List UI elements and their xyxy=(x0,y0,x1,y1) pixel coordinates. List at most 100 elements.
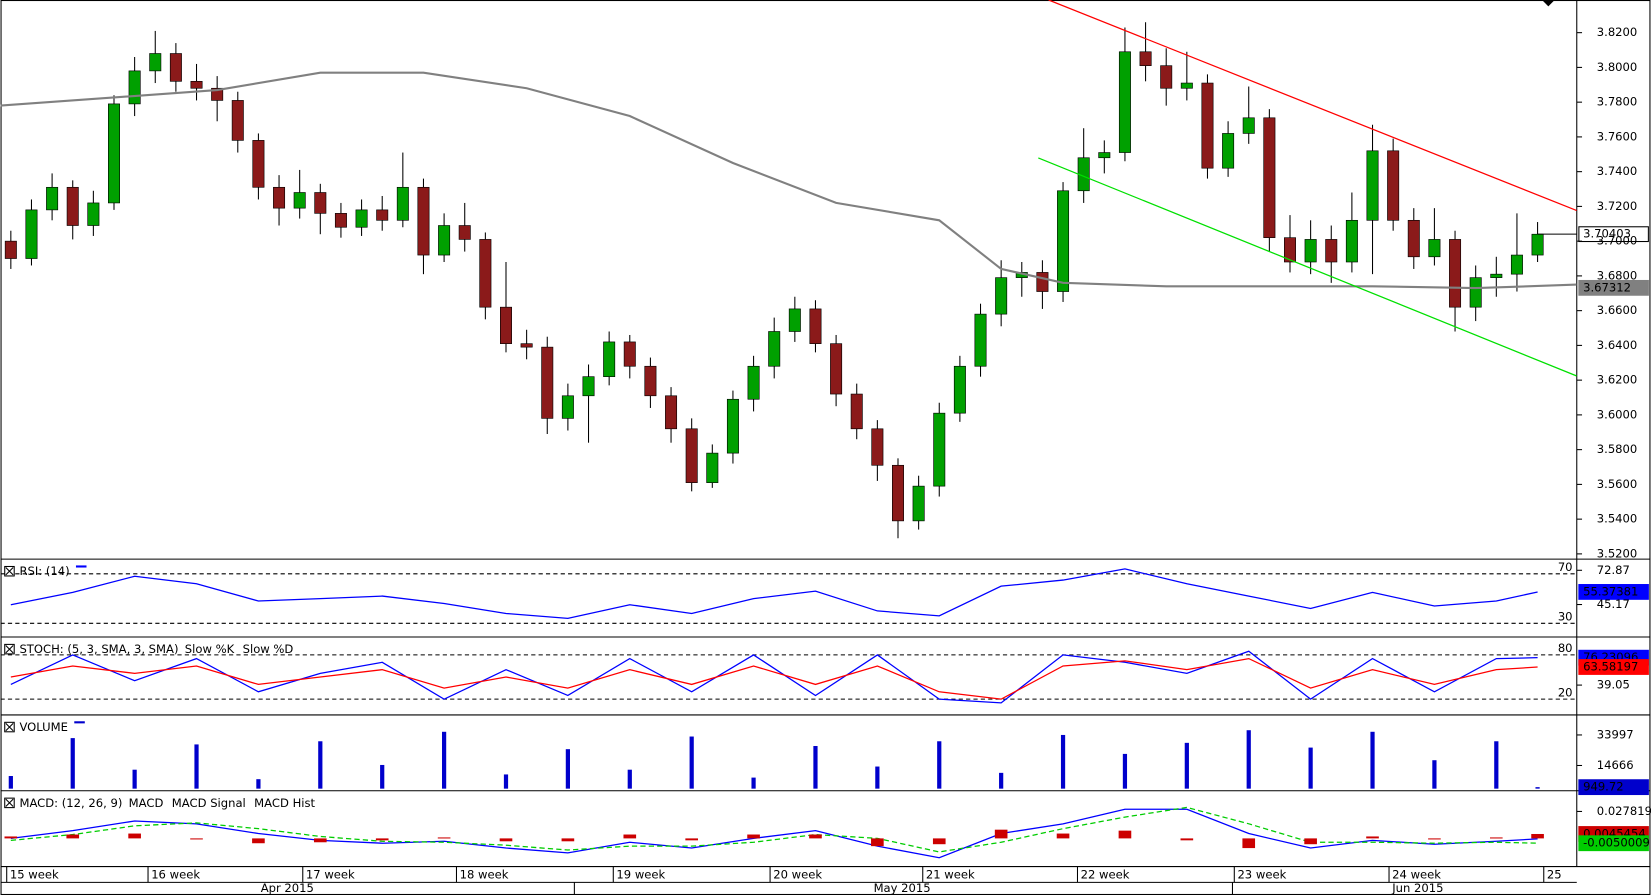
legend-entry: MACD Signal xyxy=(172,796,246,810)
candle-body xyxy=(25,209,38,259)
panel-title: RSI: (14) xyxy=(19,564,69,578)
y-tick-label: 3.5200 xyxy=(1597,546,1638,560)
volume-bar xyxy=(1122,753,1128,789)
candle-body xyxy=(912,485,925,522)
candle-body xyxy=(1510,254,1523,275)
legend-entry: Slow %D xyxy=(243,642,294,656)
candle-body xyxy=(541,346,554,419)
value-box xyxy=(1578,835,1649,852)
candle-body xyxy=(809,308,822,344)
level-label: 30 xyxy=(1558,609,1573,623)
month-label: Apr 2015 xyxy=(261,881,314,895)
candle-body xyxy=(231,100,244,141)
macd-hist xyxy=(1489,837,1503,839)
candle-body xyxy=(66,186,79,226)
legend-entry: MACD Hist xyxy=(254,796,315,810)
volume-bar xyxy=(1370,731,1375,789)
y-tick-label: 33997 xyxy=(1597,727,1634,741)
candle-body xyxy=(830,343,843,395)
value-label: 3.70403 xyxy=(1583,227,1631,241)
candle-body xyxy=(1263,117,1276,238)
x-tick-label: 23 week xyxy=(1237,867,1286,881)
candle-body xyxy=(211,87,224,101)
candle-body xyxy=(1098,152,1111,159)
month-label: Jun 2015 xyxy=(1391,881,1443,895)
y-tick-label: 3.6200 xyxy=(1597,373,1638,387)
x-tick-label: 15 week xyxy=(10,867,59,881)
macd-hist xyxy=(1056,833,1070,839)
candle-body xyxy=(1407,219,1420,258)
legend-entry: Slow %K xyxy=(185,642,235,656)
macd-hist xyxy=(685,838,698,841)
candle-body xyxy=(438,225,451,256)
moving-average xyxy=(0,71,1577,290)
macd-hist xyxy=(994,829,1008,839)
panel-title: STOCH: (5, 3, SMA, 3, SMA) xyxy=(19,642,178,656)
candle-body xyxy=(87,202,100,226)
candle-body xyxy=(396,186,409,221)
macd-hist xyxy=(128,833,141,839)
macd-hist xyxy=(252,838,265,844)
value-label: 55.37381 xyxy=(1583,584,1638,598)
candle-body xyxy=(953,365,966,414)
indicator-line xyxy=(10,568,1538,620)
candle-body xyxy=(1160,65,1173,89)
volume-bar xyxy=(689,736,694,789)
x-tick-label: 19 week xyxy=(616,867,665,881)
x-tick-label: 20 week xyxy=(773,867,822,881)
x-tick-label: 24 week xyxy=(1392,867,1441,881)
value-box xyxy=(1578,659,1649,675)
y-tick-label: 3.5600 xyxy=(1597,477,1638,491)
macd-hist xyxy=(561,838,575,842)
candle-body xyxy=(169,53,182,82)
candle-body xyxy=(128,70,141,105)
candle-body xyxy=(520,343,533,348)
candle-body xyxy=(561,395,574,419)
value-label: 3.67312 xyxy=(1583,280,1631,294)
legend-entry: MACD xyxy=(129,796,164,810)
y-tick-label: 3.6000 xyxy=(1597,407,1638,421)
x-tick-label: 22 week xyxy=(1081,867,1130,881)
candle-body xyxy=(974,313,987,367)
y-tick-label: 3.5800 xyxy=(1597,442,1638,456)
x-tick-label: 21 week xyxy=(926,867,975,881)
candle-body xyxy=(768,331,781,367)
candle-body xyxy=(892,464,904,522)
candle-body xyxy=(726,398,739,454)
volume-bar xyxy=(1494,741,1499,789)
volume-bar xyxy=(565,749,570,789)
value-box xyxy=(1578,779,1649,796)
volume-bar xyxy=(813,746,818,789)
candle-body xyxy=(190,80,203,89)
volume-bar xyxy=(751,777,756,789)
y-tick-label: 72.87 xyxy=(1597,563,1630,577)
candle-body xyxy=(334,213,347,228)
candle-body xyxy=(1242,117,1255,134)
indicator-line xyxy=(10,657,1538,700)
x-tick-label: 18 week xyxy=(460,867,509,881)
volume-bar xyxy=(70,738,75,789)
macd-hist xyxy=(1366,836,1379,839)
y-tick-label: 3.8200 xyxy=(1597,25,1638,39)
x-tick-label: 17 week xyxy=(306,867,355,881)
macd-hist xyxy=(499,838,513,842)
candle-body xyxy=(355,209,368,228)
candle-body xyxy=(1180,82,1193,89)
candle-body xyxy=(108,103,120,204)
macd-hist xyxy=(623,834,637,839)
macd-hist xyxy=(190,838,203,840)
candle-body xyxy=(417,186,430,256)
candle-body xyxy=(1118,51,1131,153)
value-label: 63.58197 xyxy=(1583,660,1638,674)
trendline xyxy=(1048,0,1577,212)
y-tick-label: 3.7600 xyxy=(1597,129,1638,143)
macd-hist xyxy=(871,838,884,847)
candle-body xyxy=(314,192,327,214)
candle-body xyxy=(46,186,59,211)
x-tick-label: 16 week xyxy=(151,867,200,881)
macd-hist xyxy=(1180,838,1194,841)
candle-body xyxy=(376,209,389,221)
value-box xyxy=(1578,226,1649,243)
level-label: 70 xyxy=(1558,560,1573,574)
